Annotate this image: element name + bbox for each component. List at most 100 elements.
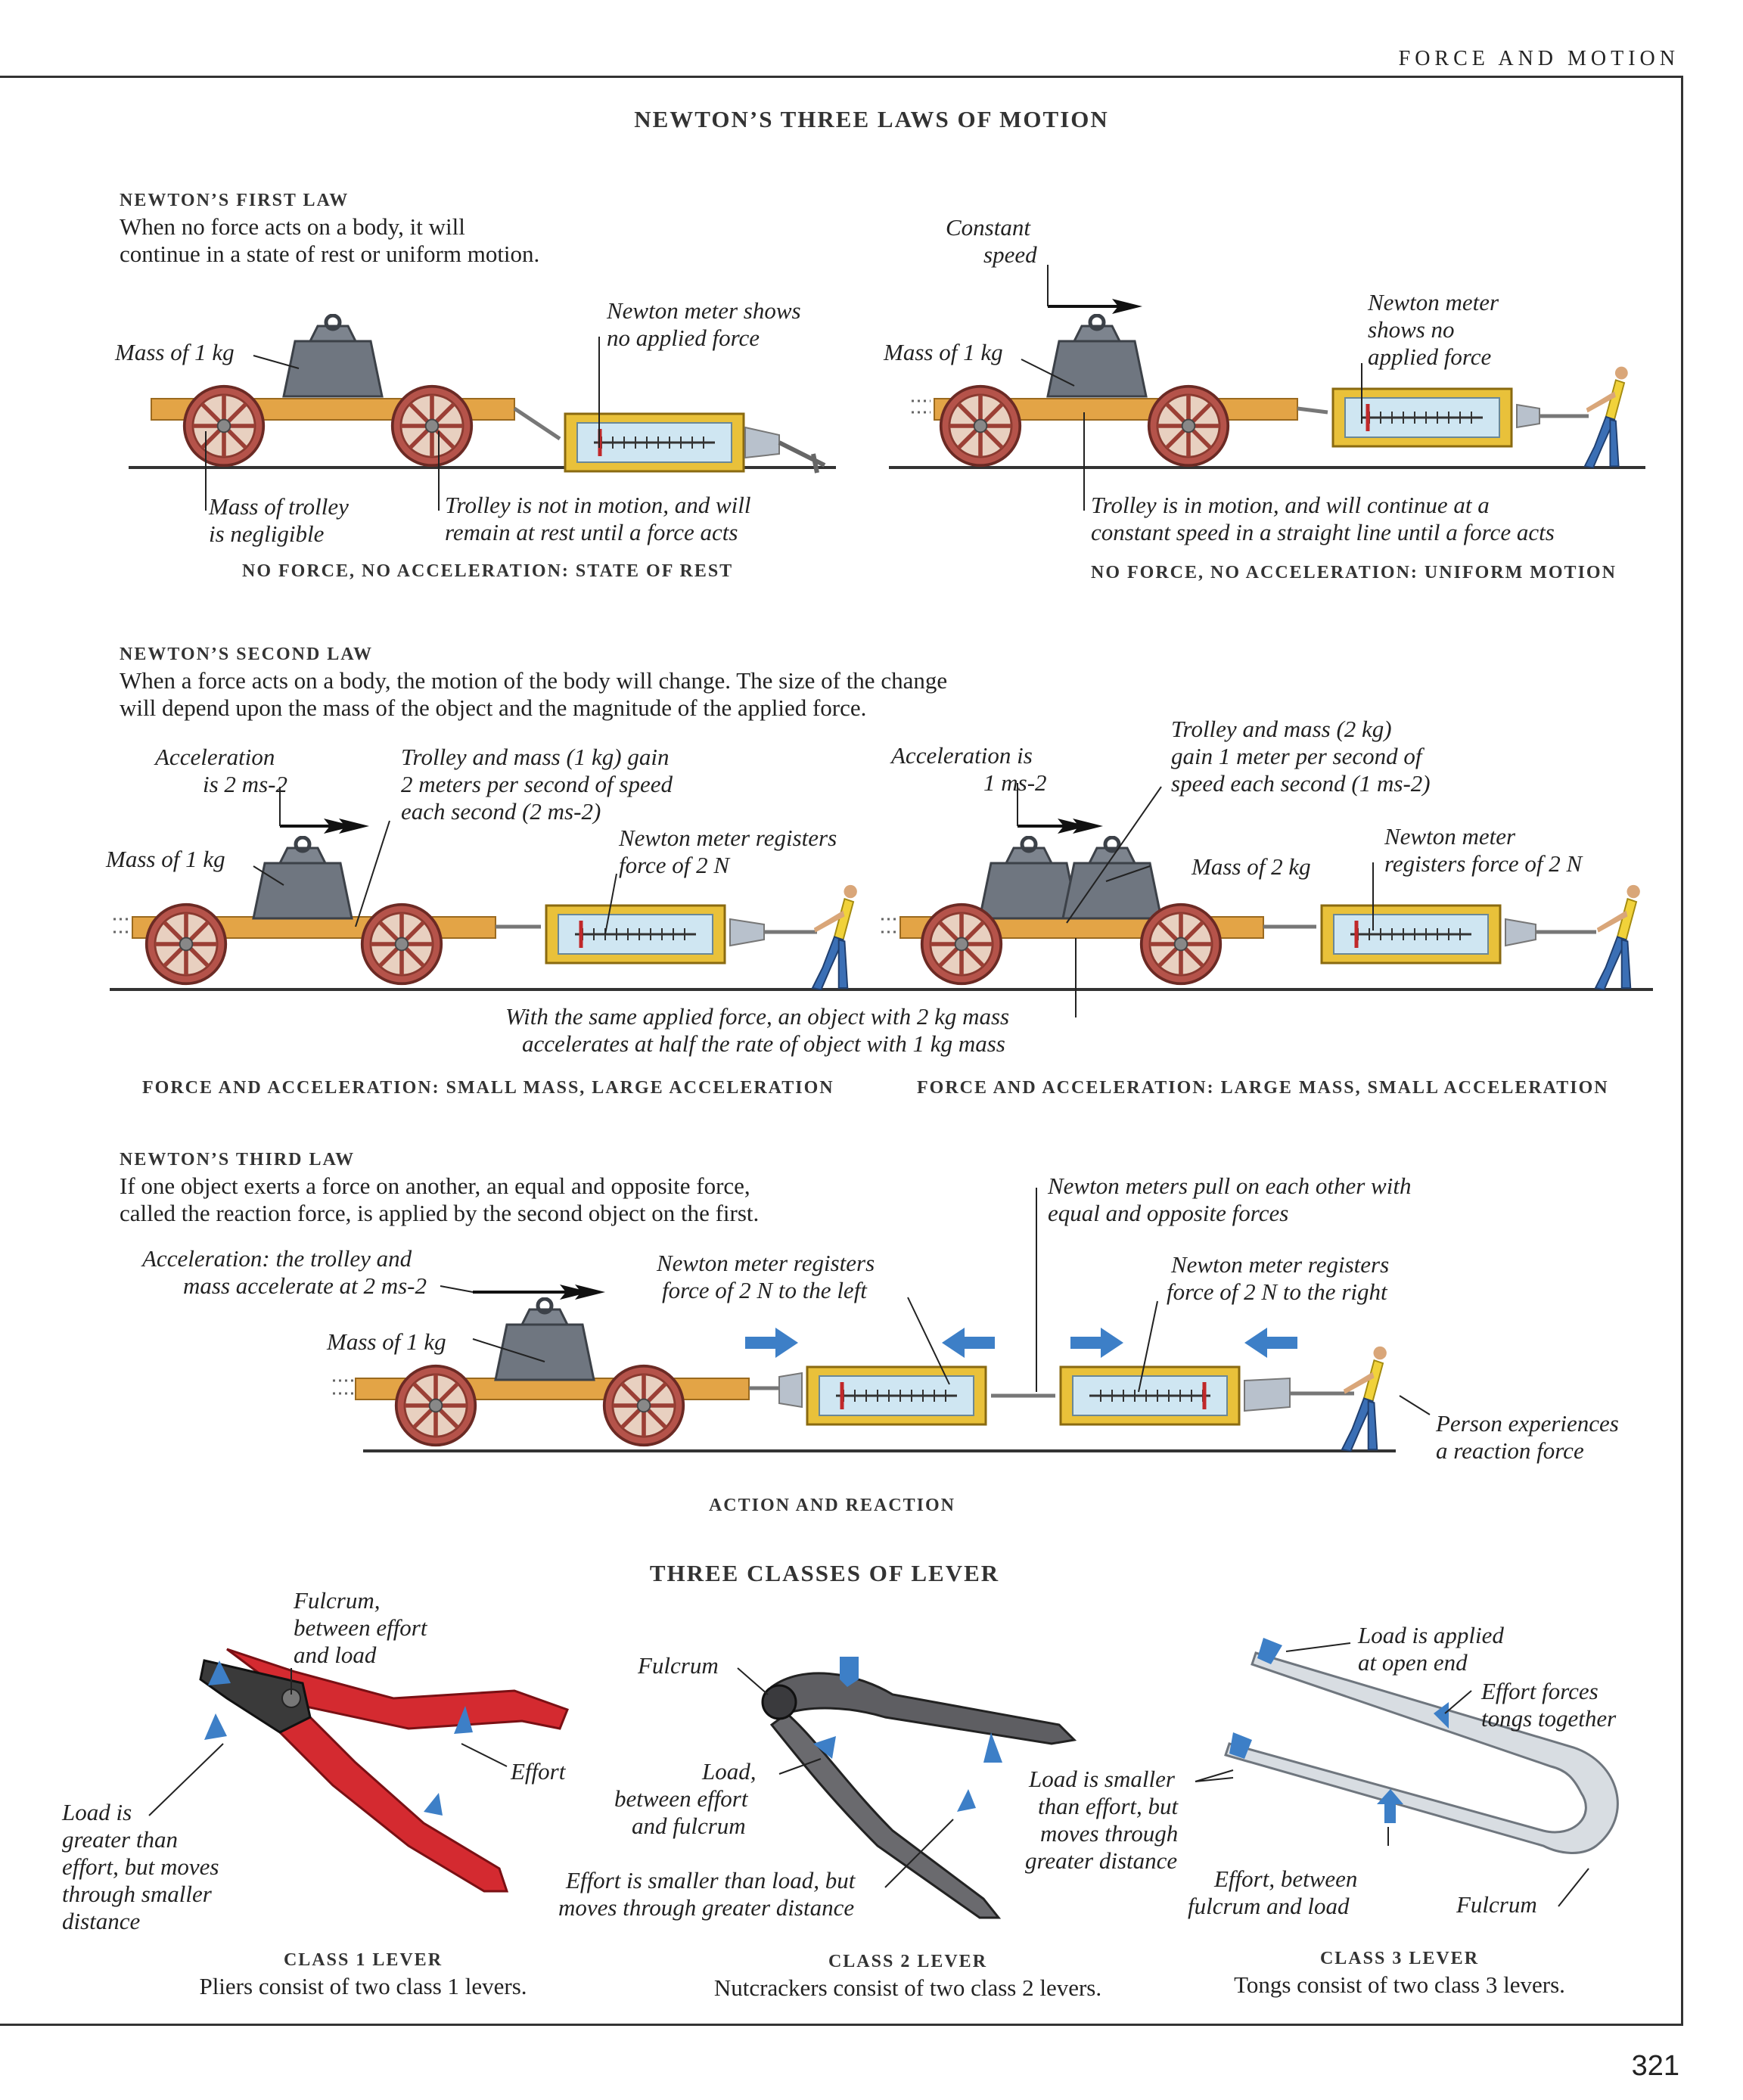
class3-effort-forces-label-1: Effort forces	[1481, 1678, 1599, 1704]
second-law-left-mass-label: Mass of 1 kg	[106, 846, 225, 872]
class1-load-label-1: Load is	[62, 1799, 132, 1825]
third-law-person-label-1: Person experiences	[1436, 1410, 1619, 1437]
class2-load-label-2: between effort	[614, 1785, 748, 1812]
second-law-right-gain-label-3: speed each second (1 ms-2)	[1171, 770, 1431, 797]
third-law-person-label-2: a reaction force	[1436, 1437, 1584, 1464]
class3-description: Tongs consist of two class 3 levers.	[1234, 1971, 1565, 1998]
class1-title: CLASS 1 LEVER	[283, 1950, 443, 1970]
second-law-left-gain-label-1: Trolley and mass (1 kg) gain	[401, 744, 670, 770]
first-law-rest-label-2: remain at rest until a force acts	[445, 519, 738, 545]
second-law-left-meter-label-1: Newton meter registers	[619, 825, 837, 851]
third-law-heading: NEWTON’S THIRD LAW	[120, 1150, 356, 1170]
second-law-left-gain-label-3: each second (2 ms-2)	[401, 798, 601, 825]
second-law-left-accel-label-1: Acceleration	[155, 744, 275, 770]
second-law-left-meter-label-2: force of 2 N	[619, 852, 730, 878]
class2-effort-label-2: moves through greater distance	[558, 1894, 855, 1921]
first-law-motion-illustration	[889, 299, 1645, 469]
first-law-motion-label-1: Trolley is in motion, and will continue …	[1091, 492, 1490, 518]
second-law-large-mass-illustration	[881, 819, 1653, 991]
first-law-text-1: When no force acts on a body, it will	[120, 213, 465, 240]
third-law-meter-left-label-2: force of 2 N to the left	[662, 1277, 867, 1303]
third-law-meter-left-label-1: Newton meter registers	[657, 1250, 875, 1276]
second-law-right-gain-label-2: gain 1 meter per second of	[1171, 743, 1422, 769]
second-law-right-gain-label-1: Trolley and mass (2 kg)	[1171, 716, 1392, 742]
second-law-note-1: With the same applied force, an object w…	[505, 1003, 1010, 1030]
third-law-illustration	[333, 1285, 1396, 1452]
third-law-accel-label-1: Acceleration: the trolley and	[142, 1245, 412, 1272]
second-law-right-accel-label-2: 1 ms-2	[983, 769, 1047, 796]
second-law-heading: NEWTON’S SECOND LAW	[120, 645, 373, 664]
second-law-note-2: accelerates at half the rate of object w…	[522, 1030, 1005, 1057]
second-law-small-mass-illustration	[110, 819, 885, 991]
class1-fulcrum-label-2: between effort	[294, 1614, 427, 1641]
third-law-meters-pull-label-1: Newton meters pull on each other with	[1048, 1173, 1412, 1199]
class1-load-label-2: greater than	[62, 1826, 178, 1853]
second-law-text-1: When a force acts on a body, the motion …	[120, 667, 948, 694]
first-law-speed-label-2: speed	[983, 241, 1037, 268]
class2-load-smaller-label-3: moves through	[1040, 1820, 1179, 1847]
class3-load-label-2: at open end	[1358, 1649, 1468, 1676]
first-law-speed-label-1: Constant	[946, 214, 1030, 241]
third-law-accel-label-2: mass accelerate at 2 ms-2	[183, 1272, 427, 1299]
class1-effort-label: Effort	[511, 1758, 566, 1785]
page-frame	[0, 76, 1683, 2026]
nutcracker-illustration	[761, 1657, 1077, 1919]
class2-load-label-1: Load,	[702, 1758, 757, 1785]
class2-load-smaller-label-2: than effort, but	[1038, 1793, 1179, 1819]
class2-load-smaller-label-4: greater distance	[1025, 1847, 1178, 1874]
class2-fulcrum-label: Fulcrum	[638, 1652, 719, 1679]
second-law-left-accel-label-2: is 2 ms-2	[203, 771, 287, 797]
first-law-text-2: continue in a state of rest or uniform m…	[120, 241, 540, 267]
class3-effort-label-1: Effort, between	[1214, 1865, 1358, 1892]
tongs-illustration	[1224, 1638, 1619, 1854]
third-law-text-1: If one object exerts a force on another,…	[120, 1173, 750, 1199]
class3-effort-forces-label-2: tongs together	[1481, 1705, 1617, 1732]
first-law-right-meter-label-1: Newton meter	[1368, 289, 1499, 315]
class3-title: CLASS 3 LEVER	[1319, 1949, 1480, 1968]
pliers-illustration	[199, 1648, 569, 1893]
third-law-caption: ACTION AND REACTION	[708, 1496, 956, 1515]
class1-fulcrum-label-1: Fulcrum,	[294, 1587, 381, 1614]
page-number: 321	[1631, 2050, 1679, 2082]
first-law-right-meter-label-3: applied force	[1368, 343, 1492, 370]
third-law-meter-right-label-1: Newton meter registers	[1171, 1251, 1390, 1278]
second-law-right-meter-label-2: registers force of 2 N	[1384, 850, 1583, 877]
class2-title: CLASS 2 LEVER	[828, 1952, 988, 1971]
first-law-motion-label-2: constant speed in a straight line until …	[1091, 519, 1555, 545]
first-law-right-meter-label-2: shows no	[1368, 316, 1455, 343]
class1-fulcrum-label-3: and load	[294, 1642, 377, 1668]
second-law-right-mass-label: Mass of 2 kg	[1192, 853, 1311, 880]
third-law-mass-label: Mass of 1 kg	[327, 1328, 446, 1355]
first-law-trolley-mass-label-1: Mass of trolley	[209, 493, 349, 520]
class2-description: Nutcrackers consist of two class 2 lever…	[713, 1974, 1102, 2001]
first-law-right-mass-label: Mass of 1 kg	[884, 339, 1003, 365]
class3-fulcrum-label: Fulcrum	[1456, 1891, 1537, 1918]
third-law-meters-pull-label-2: equal and opposite forces	[1048, 1200, 1289, 1226]
class2-effort-label-1: Effort is smaller than load, but	[566, 1867, 856, 1893]
second-law-right-caption: FORCE AND ACCELERATION: LARGE MASS, SMAL…	[917, 1078, 1609, 1098]
third-law-meter-right-label-2: force of 2 N to the right	[1167, 1278, 1387, 1305]
class2-load-smaller-label-1: Load is smaller	[1029, 1766, 1175, 1792]
class1-description: Pliers consist of two class 1 levers.	[199, 1973, 527, 1999]
section-title-levers: THREE CLASSES OF LEVER	[649, 1560, 1000, 1586]
first-law-rest-illustration	[129, 315, 836, 474]
second-law-right-accel-label-1: Acceleration is	[891, 742, 1033, 769]
class3-load-label-1: Load is applied	[1358, 1622, 1504, 1648]
class1-load-label-5: distance	[62, 1908, 141, 1934]
first-law-left-mass-label: Mass of 1 kg	[115, 339, 235, 365]
first-law-heading: NEWTON’S FIRST LAW	[120, 191, 350, 210]
first-law-left-caption: NO FORCE, NO ACCELERATION: STATE OF REST	[242, 561, 734, 581]
class1-load-label-3: effort, but moves	[62, 1853, 219, 1880]
first-law-left-meter-label-2: no applied force	[607, 325, 760, 351]
first-law-left-meter-label-1: Newton meter shows	[607, 297, 801, 324]
second-law-left-gain-label-2: 2 meters per second of speed	[401, 771, 673, 797]
running-header: FORCE AND MOTION	[1398, 47, 1679, 70]
class1-load-label-4: through smaller	[62, 1881, 212, 1907]
first-law-right-caption: NO FORCE, NO ACCELERATION: UNIFORM MOTIO…	[1091, 563, 1617, 582]
section-title-laws: NEWTON’S THREE LAWS OF MOTION	[634, 106, 1109, 132]
second-law-left-caption: FORCE AND ACCELERATION: SMALL MASS, LARG…	[142, 1078, 834, 1098]
first-law-rest-label-1: Trolley is not in motion, and will	[445, 492, 751, 518]
class2-load-label-3: and fulcrum	[632, 1813, 746, 1839]
first-law-trolley-mass-label-2: is negligible	[209, 520, 325, 547]
